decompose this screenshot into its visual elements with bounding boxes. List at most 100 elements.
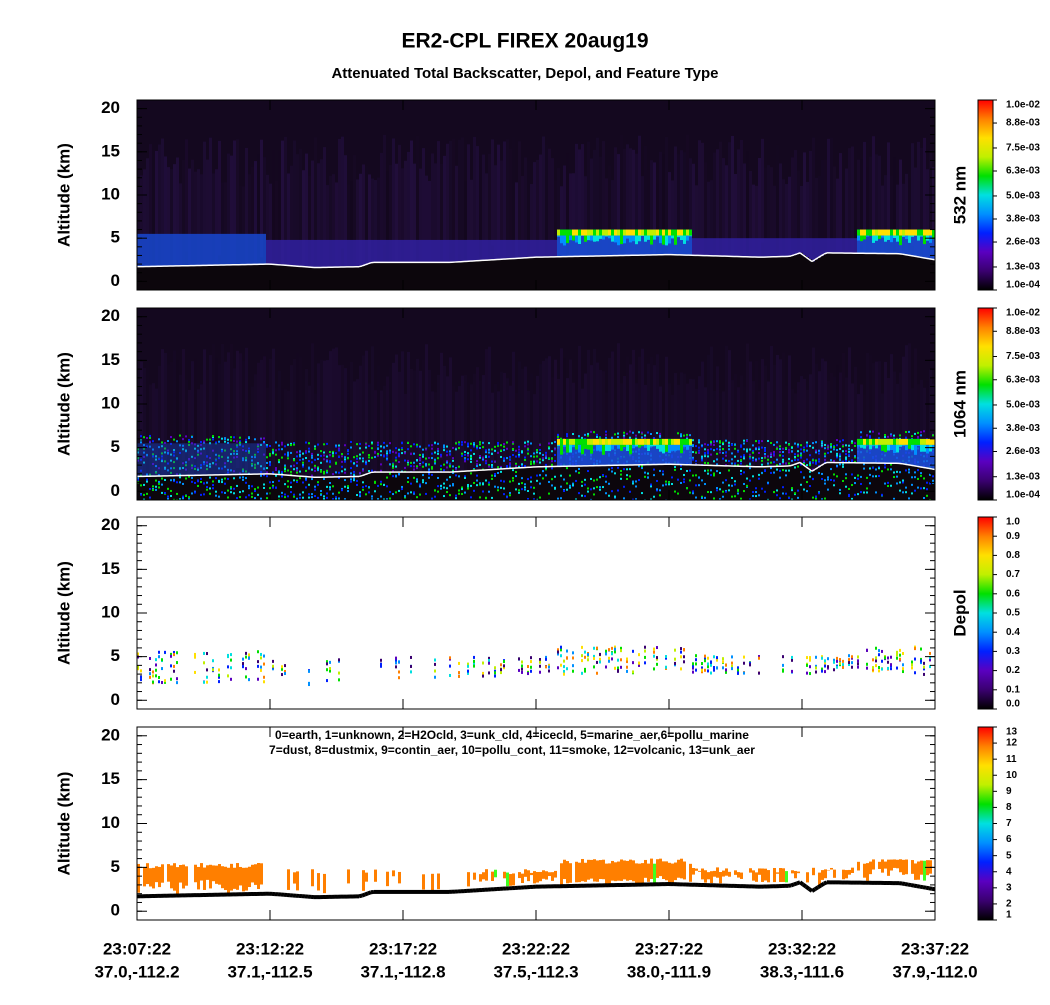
ground-speckle xyxy=(500,487,502,489)
ground-speckle xyxy=(323,495,325,497)
aerosol-layer xyxy=(224,443,227,474)
backscatter-speckle xyxy=(794,456,796,458)
ground xyxy=(335,267,338,290)
aerosol-layer xyxy=(218,234,221,265)
backscatter-speckle xyxy=(524,457,526,459)
ground-speckle xyxy=(731,477,733,479)
ground-speckle xyxy=(521,488,523,490)
backscatter-speckle xyxy=(920,431,922,433)
ground xyxy=(365,265,368,290)
aerosol-layer xyxy=(434,240,437,262)
aerosol-layer xyxy=(374,240,377,262)
ground xyxy=(281,265,284,290)
ground-speckle xyxy=(707,470,709,472)
ground xyxy=(830,253,833,290)
backscatter-speckle xyxy=(788,449,790,451)
aerosol-layer xyxy=(338,240,341,267)
backscatter-speckle xyxy=(476,447,478,449)
cloud-top xyxy=(902,230,905,236)
depol-speckle xyxy=(230,659,232,662)
ground xyxy=(431,472,434,500)
aerosol-layer xyxy=(308,240,311,267)
backscatter-speckle xyxy=(434,452,436,454)
aerosol-layer xyxy=(854,238,857,253)
ground-speckle xyxy=(767,482,769,484)
ground xyxy=(545,467,548,500)
ground xyxy=(848,253,851,290)
ground-speckle xyxy=(614,496,616,498)
backscatter-speckle xyxy=(815,441,817,443)
aerosol-layer xyxy=(194,234,197,266)
ground-speckle xyxy=(653,469,655,471)
ground-speckle xyxy=(665,481,667,483)
backscatter-speckle xyxy=(629,437,631,439)
backscatter-speckle xyxy=(800,444,802,446)
ground-speckle xyxy=(722,491,724,493)
ground-speckle xyxy=(542,477,544,479)
backscatter-speckle xyxy=(806,459,808,461)
ground-speckle xyxy=(833,480,835,482)
backscatter-haze xyxy=(500,372,503,477)
ground xyxy=(308,267,311,290)
ground-speckle xyxy=(233,477,235,479)
ground-speckle xyxy=(536,475,538,477)
backscatter-speckle xyxy=(305,457,307,459)
depol-speckle xyxy=(140,669,142,672)
aerosol-layer xyxy=(161,234,164,266)
ground xyxy=(140,267,143,290)
ground-speckle xyxy=(752,495,754,497)
ground xyxy=(704,256,707,290)
aerosol-layer xyxy=(197,443,200,475)
backscatter-speckle xyxy=(362,460,364,462)
backscatter-speckle xyxy=(218,441,220,443)
backscatter-speckle xyxy=(518,454,520,456)
ground xyxy=(194,266,197,290)
surface-line xyxy=(920,467,923,468)
cloud-body xyxy=(572,236,575,241)
ground-speckle xyxy=(200,478,202,480)
backscatter-speckle xyxy=(884,436,886,438)
cloud-top xyxy=(584,439,587,445)
backscatter-speckle xyxy=(473,453,475,455)
backscatter-speckle xyxy=(830,447,832,449)
cloud-top xyxy=(926,439,929,445)
ground-speckle xyxy=(575,470,577,472)
ground xyxy=(746,257,749,290)
ground-speckle xyxy=(710,469,712,471)
ground xyxy=(737,257,740,290)
depol-speckle xyxy=(326,668,328,671)
backscatter-speckle xyxy=(827,445,829,447)
cloud-body xyxy=(683,236,686,244)
ground-speckle xyxy=(308,493,310,495)
aerosol-layer xyxy=(527,240,530,258)
backscatter-speckle xyxy=(782,461,784,463)
ground-speckle xyxy=(638,479,640,481)
ground-speckle xyxy=(293,494,295,496)
backscatter-speckle xyxy=(341,466,343,468)
backscatter-speckle xyxy=(623,432,625,434)
ground-speckle xyxy=(551,478,553,480)
ground xyxy=(653,255,656,290)
backscatter-speckle xyxy=(629,431,631,433)
backscatter-speckle xyxy=(245,441,247,443)
backscatter-speckle xyxy=(524,442,526,444)
ground-speckle xyxy=(623,497,625,499)
backscatter-speckle xyxy=(833,448,835,450)
ground-speckle xyxy=(599,489,601,491)
backscatter-speckle xyxy=(707,449,709,451)
cloud-body xyxy=(857,236,860,241)
ground-speckle xyxy=(608,495,610,497)
backscatter-speckle xyxy=(296,469,298,471)
backscatter-speckle xyxy=(869,431,871,433)
cloud-top xyxy=(659,230,662,236)
ground xyxy=(416,472,419,500)
backscatter-speckle xyxy=(836,453,838,455)
depol-speckle xyxy=(230,653,232,656)
backscatter-speckle xyxy=(344,468,346,470)
aerosol-layer xyxy=(446,240,449,262)
ground xyxy=(779,257,782,290)
surface-line xyxy=(791,255,794,256)
ground-speckle xyxy=(647,476,649,478)
cloud-top xyxy=(623,230,626,236)
ground xyxy=(824,464,827,500)
